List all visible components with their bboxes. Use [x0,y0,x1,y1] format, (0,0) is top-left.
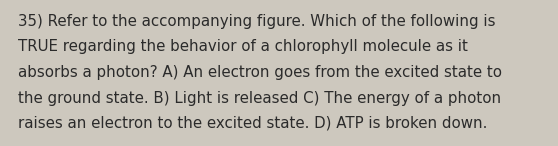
Text: raises an electron to the excited state. D) ATP is broken down.: raises an electron to the excited state.… [18,116,487,131]
Text: 35) Refer to the accompanying figure. Which of the following is: 35) Refer to the accompanying figure. Wh… [18,14,496,29]
Text: the ground state. B) Light is released C) The energy of a photon: the ground state. B) Light is released C… [18,91,501,106]
Text: absorbs a photon? A) An electron goes from the excited state to: absorbs a photon? A) An electron goes fr… [18,65,502,80]
Text: TRUE regarding the behavior of a chlorophyll molecule as it: TRUE regarding the behavior of a chlorop… [18,40,468,54]
